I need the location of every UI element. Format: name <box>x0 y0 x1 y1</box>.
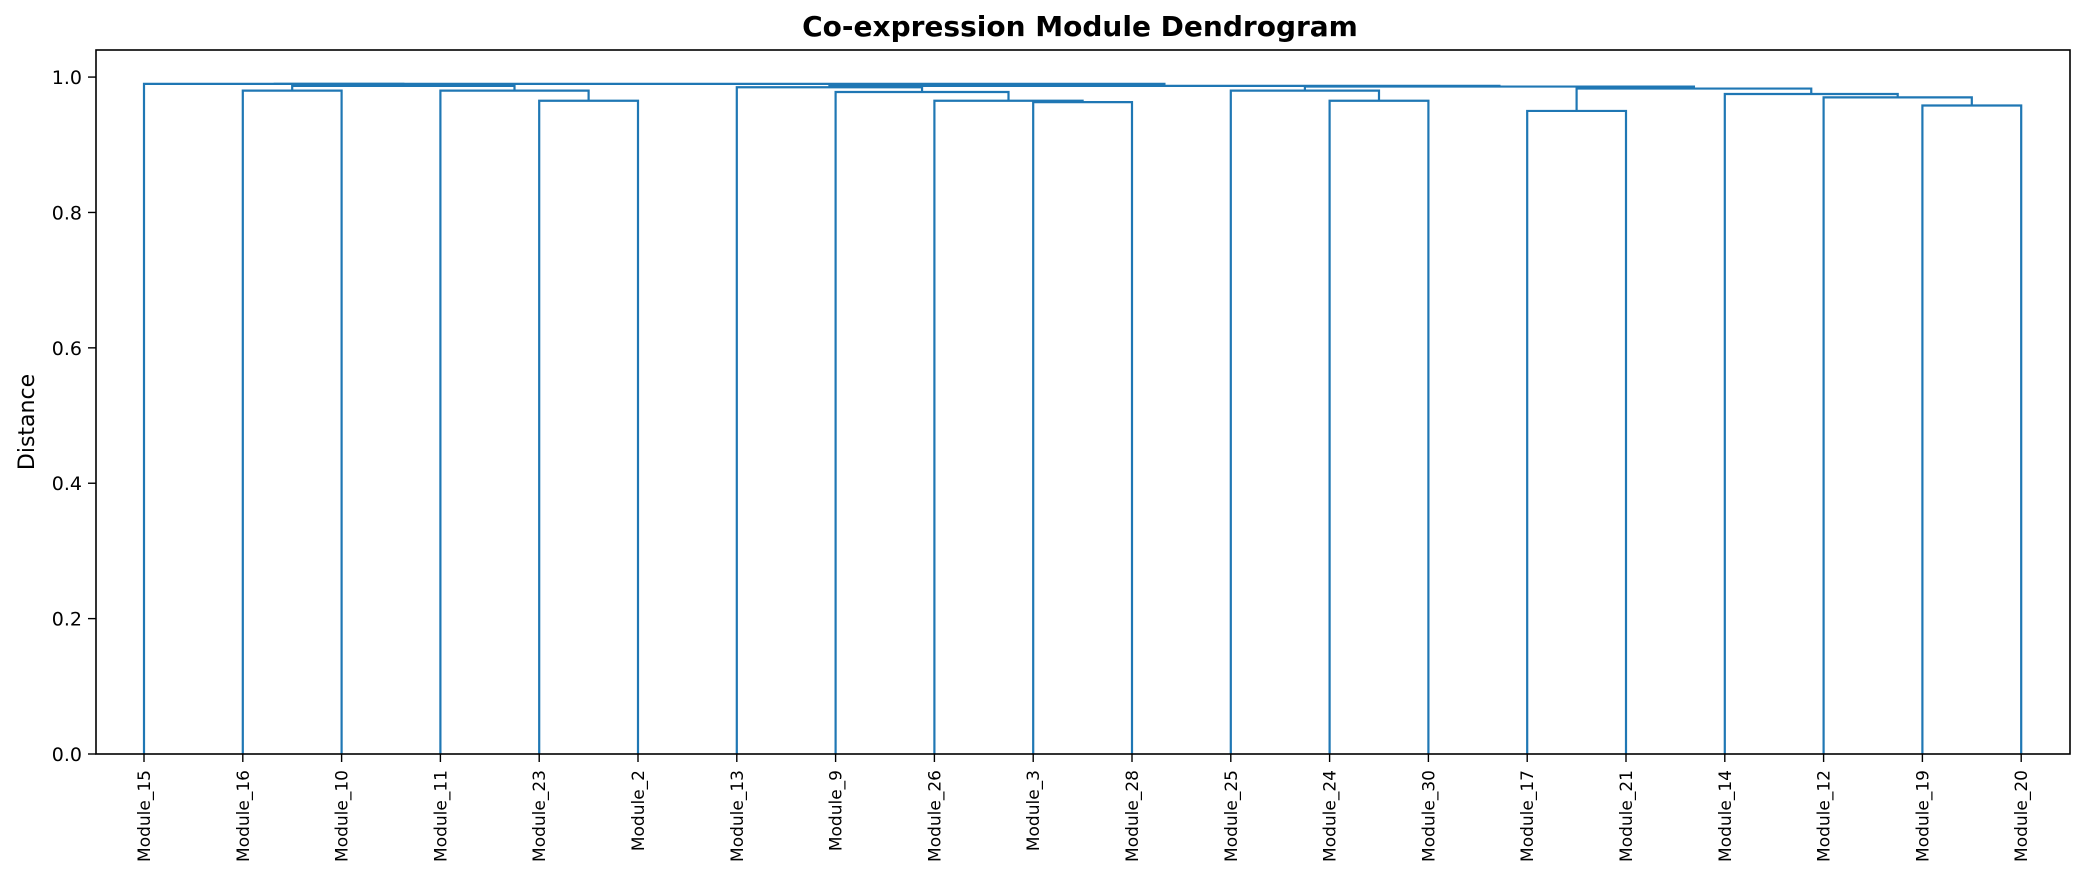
chart-title: Co-expression Module Dendrogram <box>802 10 1358 43</box>
dendrogram-link <box>1575 87 1813 111</box>
dendrogram-link <box>1723 92 1899 754</box>
leaf-label: Module_9 <box>827 770 847 851</box>
leaf-label: Module_25 <box>1222 770 1242 862</box>
x-axis-ticks: Module_15 Module_16 Module_10 Module_11 Modu… <box>135 754 2032 862</box>
leaf-label: Module_23 <box>530 770 550 862</box>
dendrogram-link <box>439 89 590 754</box>
leaf-label: Module_13 <box>728 770 748 862</box>
y-axis-ticks: 0.0 0.2 0.4 0.6 0.8 1.0 <box>52 67 96 766</box>
dendrogram-link <box>142 82 405 754</box>
leaf-label: Module_21 <box>1617 770 1637 862</box>
leaf-label: Module_17 <box>1518 770 1538 862</box>
leaf-label: Module_19 <box>1913 770 1933 862</box>
y-tick-label: 0.8 <box>52 202 82 224</box>
plot-frame <box>95 49 2071 755</box>
leaf-label: Module_20 <box>2012 770 2032 862</box>
dendrogram-link <box>1328 99 1430 754</box>
y-tick-label: 0.0 <box>52 744 82 766</box>
leaf-label: Module_2 <box>629 770 649 851</box>
dendrogram-link <box>834 90 1010 754</box>
leaf-label: Module_28 <box>1123 770 1143 862</box>
y-tick-label: 0.2 <box>52 609 82 631</box>
dendrogram-link <box>241 89 343 754</box>
dendrogram-link <box>1229 89 1381 754</box>
leaf-label: Module_16 <box>234 770 254 862</box>
dendrogram-link <box>735 86 924 754</box>
leaf-label: Module_10 <box>333 770 353 862</box>
leaf-label: Module_30 <box>1419 770 1439 862</box>
leaf-label: Module_3 <box>1024 770 1044 851</box>
leaf-label: Module_14 <box>1716 770 1736 862</box>
leaf-label: Module_12 <box>1815 770 1835 862</box>
y-axis-label: Distance <box>15 374 40 470</box>
y-tick-label: 0.6 <box>52 338 82 360</box>
dendrogram-link <box>1032 101 1134 754</box>
leaf-label: Module_11 <box>431 770 451 862</box>
dendrogram-link <box>538 99 640 754</box>
y-tick-label: 1.0 <box>52 67 82 89</box>
dendrogram-link <box>273 82 1166 86</box>
dendrogram-link <box>1921 104 2023 754</box>
y-tick-label: 0.4 <box>52 473 82 495</box>
leaf-label: Module_24 <box>1321 770 1341 862</box>
dendrogram-link <box>1526 109 1628 754</box>
leaf-label: Module_15 <box>135 770 155 862</box>
dendrogram-link <box>1822 96 1973 754</box>
dendrogram-link <box>933 99 1084 754</box>
leaf-label: Module_26 <box>925 770 945 862</box>
dendrogram-links <box>142 82 2023 754</box>
